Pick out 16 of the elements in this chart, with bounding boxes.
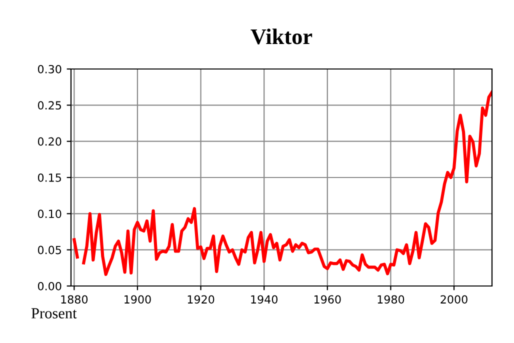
y-tick-label: 0.00 [38, 282, 62, 290]
y-tick-label: 0.30 [38, 64, 62, 74]
x-tick-label: 1960 [314, 295, 341, 304]
y-tick-label: 0.15 [38, 173, 61, 182]
x-tick-label: 1920 [188, 295, 214, 304]
y-axis-title: Prosent [31, 308, 77, 318]
chart-title: Viktor [250, 28, 312, 44]
x-tick-label: 1980 [378, 295, 404, 304]
y-tick-label: 0.10 [38, 210, 62, 218]
y-tick-label: 0.25 [38, 101, 61, 110]
x-tick-label: 2000 [440, 295, 468, 304]
x-tick-label: 1900 [124, 295, 151, 304]
y-tick-label: 0.20 [38, 137, 62, 146]
x-tick-label: 1940 [251, 295, 278, 304]
y-tick-label: 0.05 [38, 246, 61, 254]
x-tick-label: 1880 [61, 295, 88, 304]
